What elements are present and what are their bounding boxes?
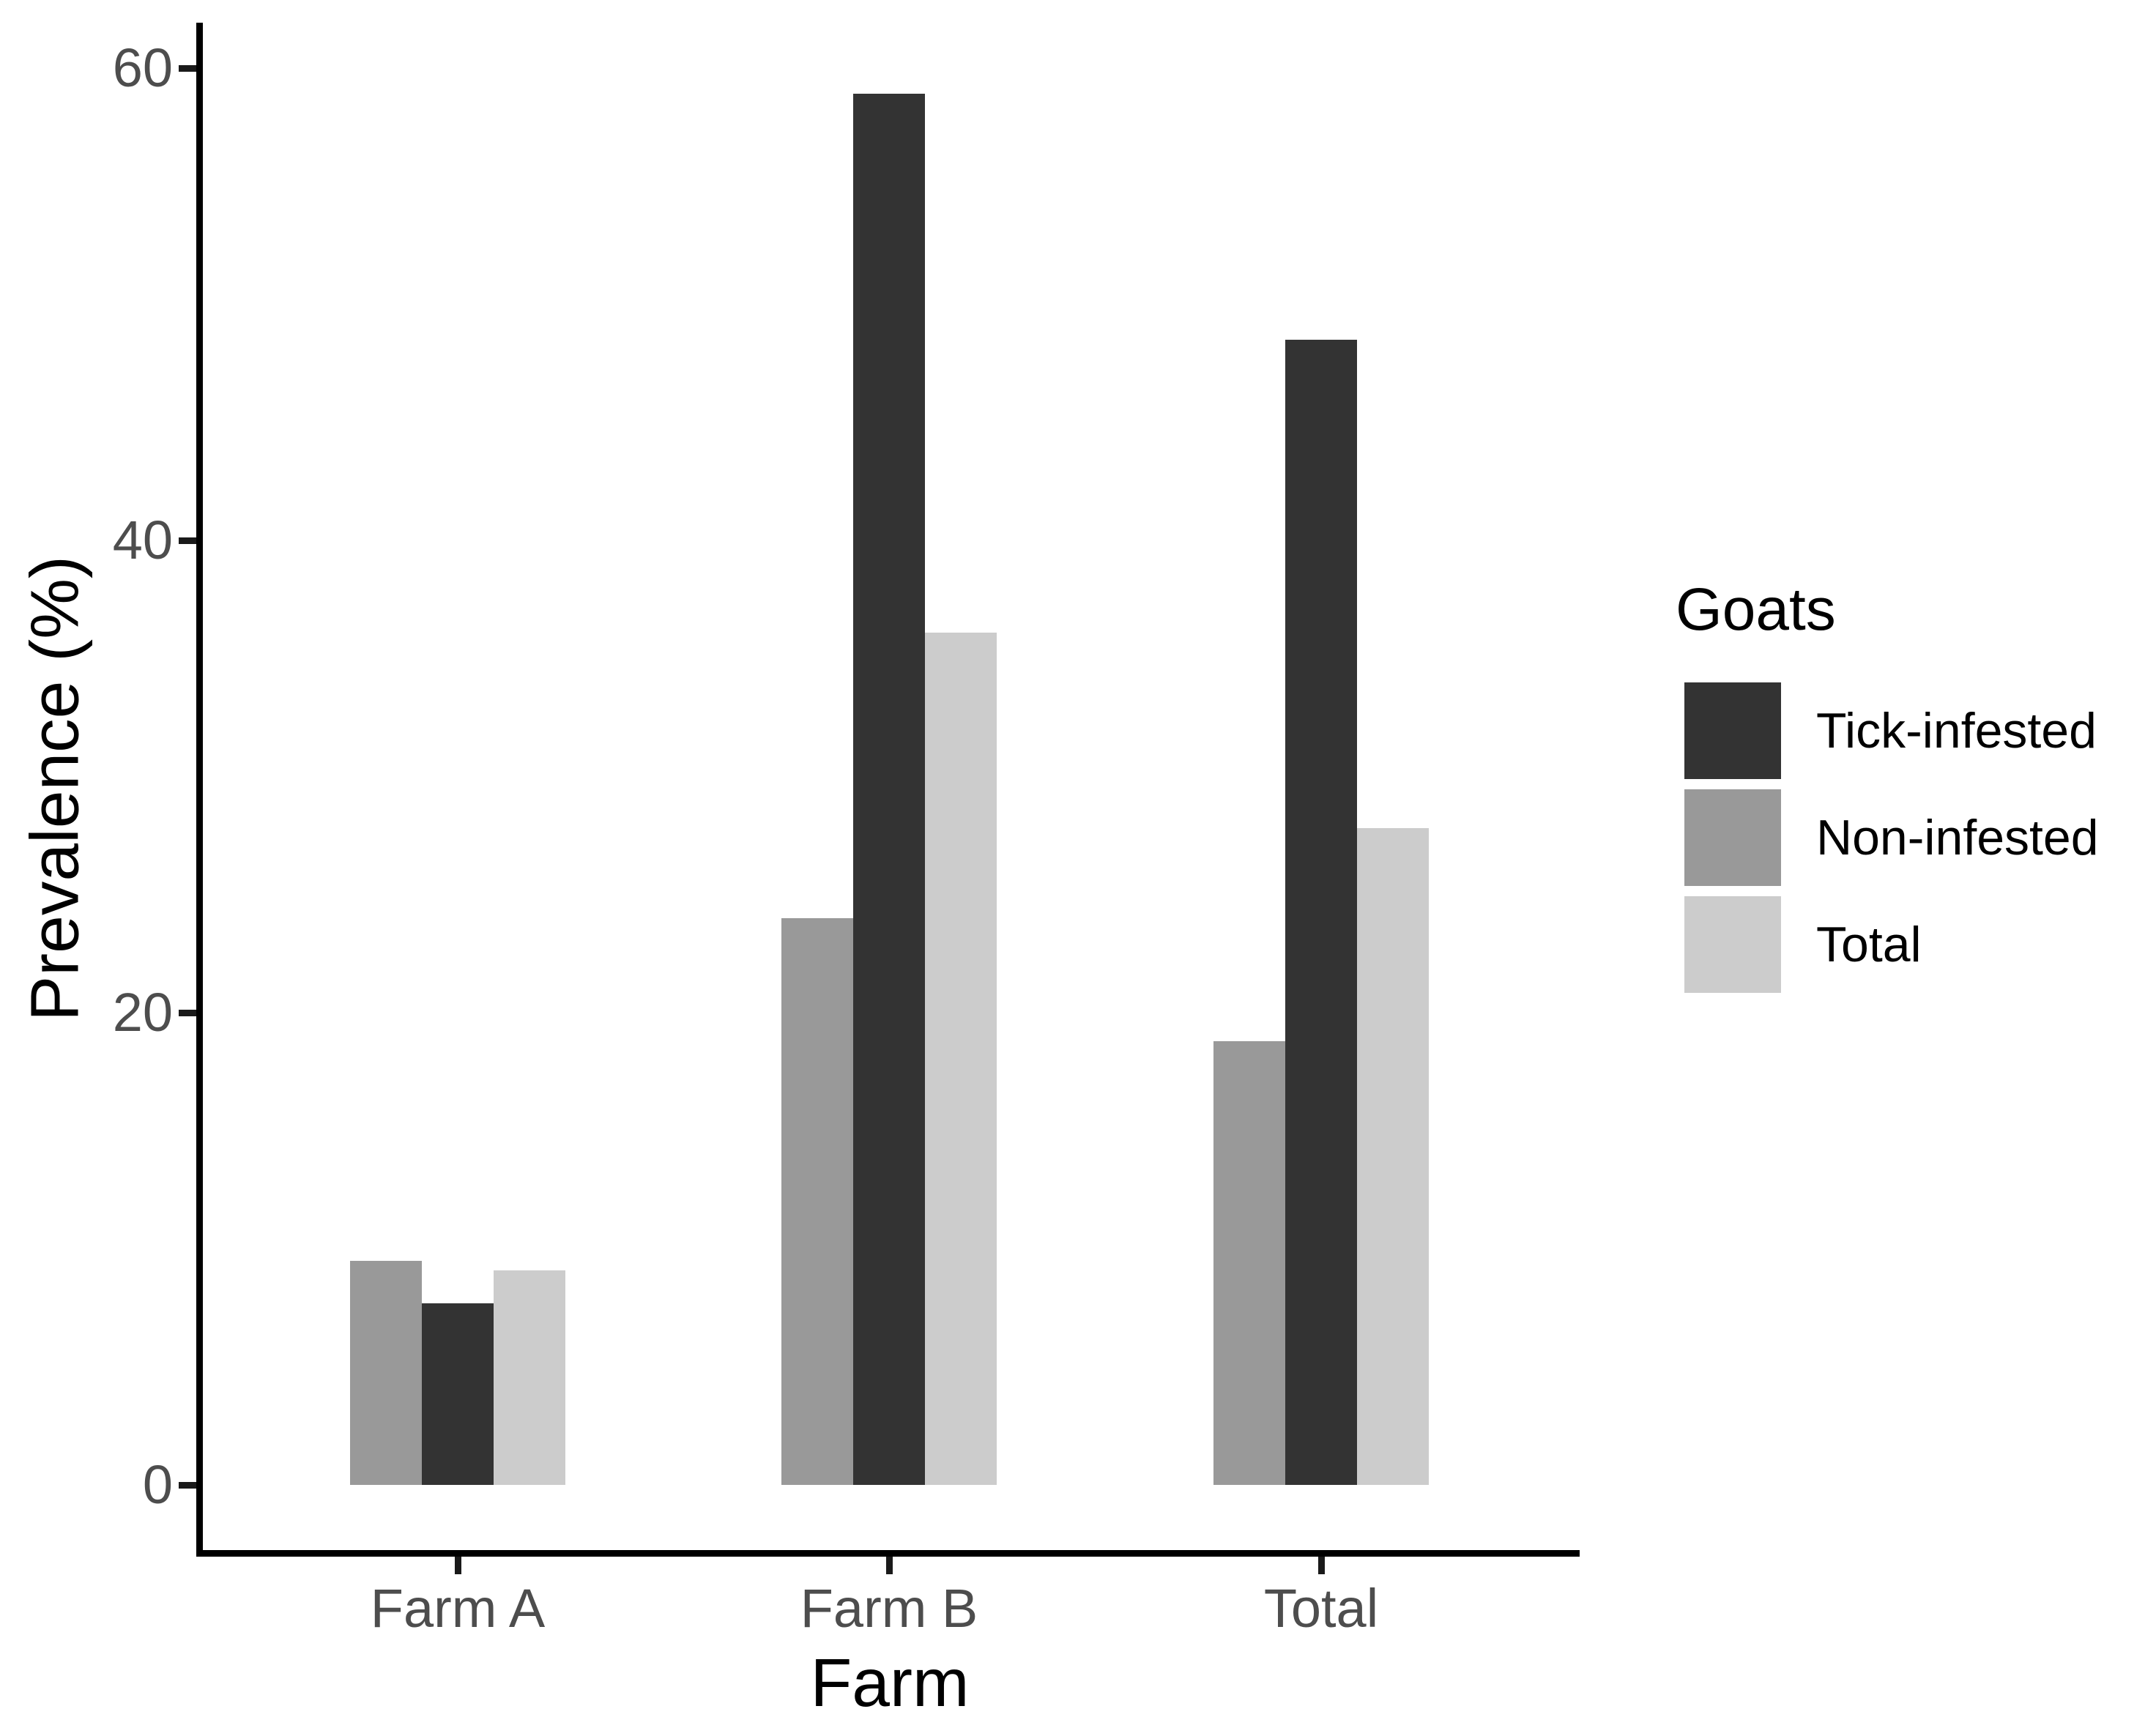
x-tick-mark-farm-a — [454, 1557, 461, 1574]
y-tick-label-0: 0 — [142, 1454, 173, 1515]
bar-farm-a-total — [494, 1270, 565, 1485]
x-tick-label-total: Total — [1263, 1578, 1379, 1639]
legend-swatch-total — [1684, 896, 1781, 993]
y-tick-mark-60 — [179, 64, 196, 72]
x-tick-label-farm-b: Farm B — [800, 1578, 978, 1639]
legend-label-total: Total — [1816, 917, 1922, 972]
x-tick-label-farm-a: Farm A — [370, 1578, 546, 1639]
bar-farm-b-tick-infested — [853, 94, 925, 1485]
bar-total-tick-infested — [1285, 340, 1357, 1485]
legend-swatch-non-infested — [1684, 789, 1781, 886]
bar-farm-b-total — [925, 633, 997, 1485]
y-tick-label-40: 40 — [112, 510, 173, 570]
x-axis-line — [196, 1550, 1580, 1557]
bar-farm-a-tick-infested — [422, 1303, 494, 1485]
x-tick-mark-total — [1317, 1557, 1325, 1574]
legend-label-tick-infested: Tick-infested — [1816, 703, 2097, 759]
legend-label-non-infested: Non-infested — [1816, 810, 2099, 865]
x-axis-title: Farm — [810, 1645, 970, 1721]
bar-farm-b-non-infested — [781, 918, 853, 1485]
y-tick-label-60: 60 — [112, 37, 173, 98]
legend-title: Goats — [1676, 576, 1836, 643]
y-tick-label-20: 20 — [112, 982, 173, 1043]
bar-farm-a-non-infested — [350, 1261, 422, 1485]
legend-swatch-tick-infested — [1684, 682, 1781, 779]
y-axis-title: Prevalence (%) — [16, 556, 93, 1021]
x-tick-mark-farm-b — [885, 1557, 893, 1574]
y-tick-mark-40 — [179, 537, 196, 544]
y-tick-mark-0 — [179, 1481, 196, 1489]
bar-total-non-infested — [1213, 1041, 1285, 1485]
y-axis-line — [196, 23, 203, 1557]
y-tick-mark-20 — [179, 1009, 196, 1016]
bar-total-total — [1357, 828, 1429, 1485]
